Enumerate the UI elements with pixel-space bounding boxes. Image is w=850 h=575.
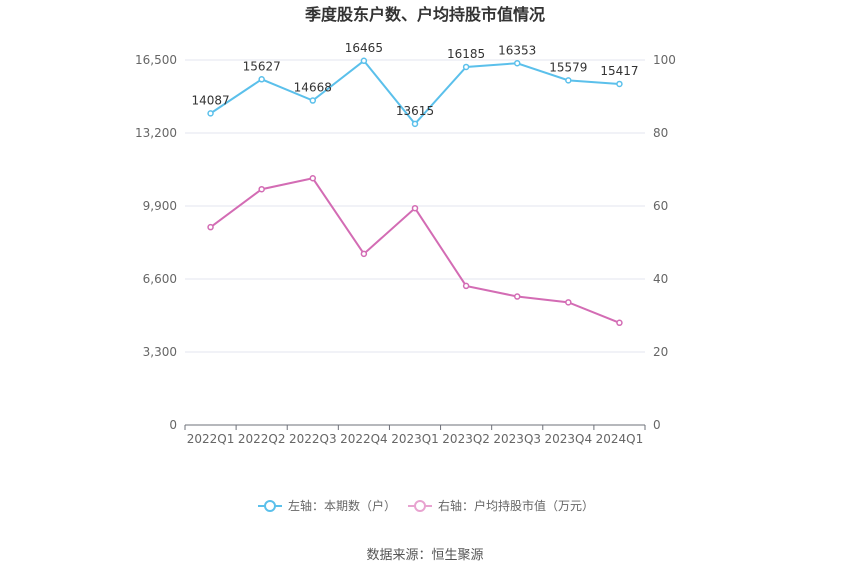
series-0-point[interactable]	[513, 60, 521, 67]
series-1-point[interactable]	[360, 250, 368, 258]
legend-label: 左轴：本期数（户）	[288, 498, 396, 513]
x-axis-tick-label: 2022Q3	[289, 432, 337, 446]
x-axis-tick-label: 2023Q2	[442, 432, 490, 446]
chart-title: 季度股东户数、户均持股市值情况	[304, 5, 545, 24]
series-1-point[interactable]	[207, 223, 214, 231]
series: 14087 15627 14668 16465 13615 16185 16353 15579…	[191, 41, 639, 327]
x-axis-tick-label: 2023Q4	[545, 432, 593, 446]
right-axis-tick-label: 20	[653, 345, 668, 359]
data-source: 数据来源：恒生聚源	[366, 548, 483, 563]
axes: 0 3,300 6,600 9,900 13,200 16,500 0 20 40 60 80 100…	[135, 53, 676, 446]
series-0-point[interactable]	[616, 80, 623, 88]
legend-item-1[interactable]: 右轴：户均持股市值（万元）	[408, 498, 594, 513]
x-axis-tick-label: 2022Q2	[238, 432, 286, 446]
series-0-point[interactable]	[309, 97, 317, 104]
x-axis-tick-label: 2022Q4	[340, 432, 388, 446]
data-label: 15417	[600, 64, 638, 78]
x-axis-tick-label: 2023Q3	[493, 432, 541, 446]
x-axis-tick-label: 2022Q1	[187, 432, 235, 446]
data-label: 14668	[294, 81, 332, 95]
left-axis-tick-label: 3,300	[143, 345, 177, 359]
right-axis-tick-label: 60	[653, 199, 668, 213]
left-axis-tick-label: 0	[169, 418, 177, 432]
series-0-point[interactable]	[411, 120, 419, 128]
series-1-point[interactable]	[411, 204, 419, 212]
series-1-point[interactable]	[309, 175, 317, 182]
left-axis-tick-label: 9,900	[143, 199, 177, 213]
series-1-point[interactable]	[258, 185, 265, 193]
data-label: 16465	[345, 41, 383, 55]
series-1-point[interactable]	[565, 299, 572, 306]
left-axis-tick-label: 16,500	[135, 53, 177, 67]
x-axis-tick-label: 2024Q1	[596, 432, 644, 446]
series-0-point[interactable]	[360, 57, 368, 65]
series-0-point[interactable]	[462, 63, 470, 71]
right-axis-tick-label: 0	[653, 418, 661, 432]
legend-label: 右轴：户均持股市值（万元）	[438, 498, 594, 513]
legend-marker	[414, 500, 426, 512]
legend-item-0[interactable]: 左轴：本期数（户）	[258, 498, 396, 513]
series-1-point[interactable]	[462, 282, 470, 290]
legend-marker	[264, 500, 276, 512]
data-label: 15627	[243, 59, 281, 73]
x-axis-tick-label: 2023Q1	[391, 432, 439, 446]
left-axis-tick-label: 6,600	[143, 272, 177, 286]
series-1-point[interactable]	[513, 293, 521, 300]
series-line-1	[209, 177, 620, 324]
data-label: 15579	[549, 60, 587, 74]
right-axis-tick-label: 80	[653, 126, 668, 140]
series-0-point[interactable]	[207, 110, 214, 117]
data-label: 16353	[498, 43, 536, 57]
series-0-point[interactable]	[565, 77, 572, 84]
right-axis-tick-label: 100	[653, 53, 676, 67]
data-label: 16185	[447, 47, 485, 61]
legend[interactable]: 左轴：本期数（户） 右轴：户均持股市值（万元）	[258, 498, 594, 513]
series-1-point[interactable]	[616, 319, 623, 327]
data-label: 13615	[396, 104, 434, 118]
data-label: 14087	[191, 93, 229, 107]
left-axis-tick-label: 13,200	[135, 126, 177, 140]
right-axis-tick-label: 40	[653, 272, 668, 286]
series-0-point[interactable]	[258, 76, 265, 83]
